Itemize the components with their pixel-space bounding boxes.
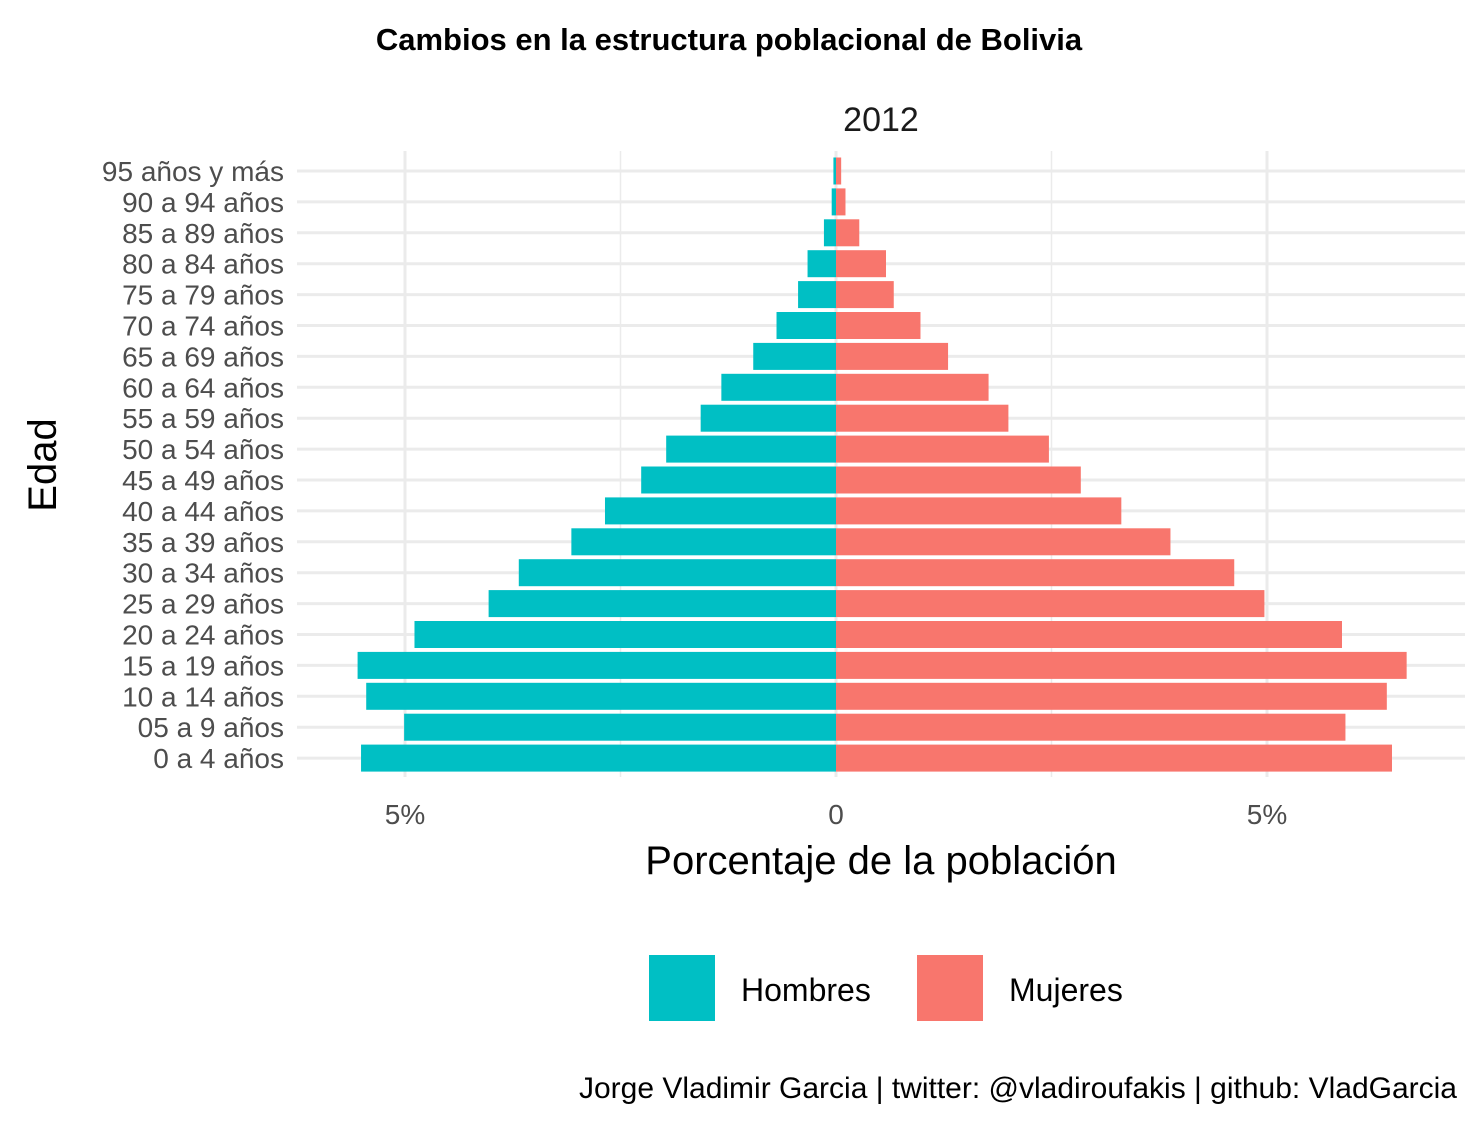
bar-mujeres bbox=[836, 466, 1081, 494]
y-tick-label: 25 a 29 años bbox=[122, 589, 284, 620]
facet-label: 2012 bbox=[843, 101, 919, 139]
y-tick-label: 55 a 59 años bbox=[122, 403, 284, 434]
y-tick-label: 75 a 79 años bbox=[122, 280, 284, 311]
x-tick-labels: 5% 0 5% bbox=[385, 799, 1287, 830]
bar-hombres bbox=[831, 188, 836, 216]
bar-hombres bbox=[833, 157, 836, 185]
legend-key-hombres bbox=[649, 955, 715, 1021]
y-tick-label: 95 años y más bbox=[102, 156, 284, 187]
y-tick-label: 50 a 54 años bbox=[122, 434, 284, 465]
bar-hombres bbox=[823, 219, 836, 247]
y-tick-label: 20 a 24 años bbox=[122, 620, 284, 651]
y-tick-label: 90 a 94 años bbox=[122, 187, 284, 218]
bar-hombres bbox=[518, 559, 836, 587]
bar-mujeres bbox=[836, 219, 860, 247]
bar-hombres bbox=[700, 404, 836, 432]
bar-mujeres bbox=[836, 404, 1009, 432]
bar-hombres bbox=[641, 466, 836, 494]
y-tick-label: 0 a 4 años bbox=[153, 743, 284, 774]
y-tick-label: 65 a 69 años bbox=[122, 341, 284, 372]
bar-mujeres bbox=[836, 373, 989, 401]
bar-hombres bbox=[357, 651, 836, 679]
legend-label-hombres: Hombres bbox=[741, 972, 871, 1008]
bar-mujeres bbox=[836, 157, 842, 185]
bar-hombres bbox=[798, 281, 836, 309]
y-tick-label: 70 a 74 años bbox=[122, 311, 284, 342]
y-axis-title: Edad bbox=[21, 418, 65, 511]
caption: Jorge Vladimir Garcia | twitter: @vladir… bbox=[579, 1072, 1457, 1105]
bar-hombres bbox=[404, 713, 836, 741]
bar-mujeres bbox=[836, 744, 1392, 772]
bar-mujeres bbox=[836, 559, 1235, 587]
x-axis-title: Porcentaje de la población bbox=[645, 839, 1116, 883]
bar-mujeres bbox=[836, 435, 1049, 463]
chart-title: Cambios en la estructura poblacional de … bbox=[376, 22, 1083, 57]
bar-hombres bbox=[776, 312, 836, 339]
y-tick-label: 85 a 89 años bbox=[122, 218, 284, 249]
legend-key-mujeres bbox=[917, 955, 983, 1021]
bars bbox=[357, 157, 1407, 772]
bar-hombres bbox=[666, 435, 836, 463]
bar-hombres bbox=[361, 744, 836, 772]
bar-mujeres bbox=[836, 497, 1122, 525]
y-tick-label: 35 a 39 años bbox=[122, 527, 284, 558]
bar-hombres bbox=[571, 528, 836, 556]
bar-hombres bbox=[604, 497, 836, 525]
bar-mujeres bbox=[836, 342, 949, 370]
y-tick-label: 40 a 44 años bbox=[122, 496, 284, 527]
x-tick-label: 0 bbox=[828, 799, 844, 830]
bar-mujeres bbox=[836, 590, 1265, 618]
bar-hombres bbox=[414, 621, 836, 648]
x-tick-label: 5% bbox=[1247, 799, 1287, 830]
y-tick-label: 30 a 34 años bbox=[122, 558, 284, 589]
y-tick-label: 80 a 84 años bbox=[122, 249, 284, 280]
bar-mujeres bbox=[836, 281, 894, 309]
x-tick-label: 5% bbox=[385, 799, 425, 830]
bar-mujeres bbox=[836, 188, 846, 216]
bar-hombres bbox=[807, 250, 836, 278]
bar-mujeres bbox=[836, 651, 1407, 679]
y-tick-label: 45 a 49 años bbox=[122, 465, 284, 496]
y-tick-label: 10 a 14 años bbox=[122, 681, 284, 712]
bar-mujeres bbox=[836, 713, 1346, 741]
bar-hombres bbox=[488, 590, 836, 618]
bar-hombres bbox=[753, 342, 836, 370]
y-tick-label: 05 a 9 años bbox=[138, 712, 284, 743]
bar-mujeres bbox=[836, 528, 1171, 556]
bar-hombres bbox=[366, 682, 836, 710]
bar-mujeres bbox=[836, 682, 1387, 710]
bar-mujeres bbox=[836, 250, 886, 278]
legend: Hombres Mujeres bbox=[649, 955, 1123, 1021]
y-tick-label: 15 a 19 años bbox=[122, 650, 284, 681]
legend-label-mujeres: Mujeres bbox=[1009, 972, 1123, 1008]
bar-hombres bbox=[721, 373, 836, 401]
bar-mujeres bbox=[836, 312, 921, 339]
y-tick-label: 60 a 64 años bbox=[122, 372, 284, 403]
bar-mujeres bbox=[836, 621, 1342, 648]
